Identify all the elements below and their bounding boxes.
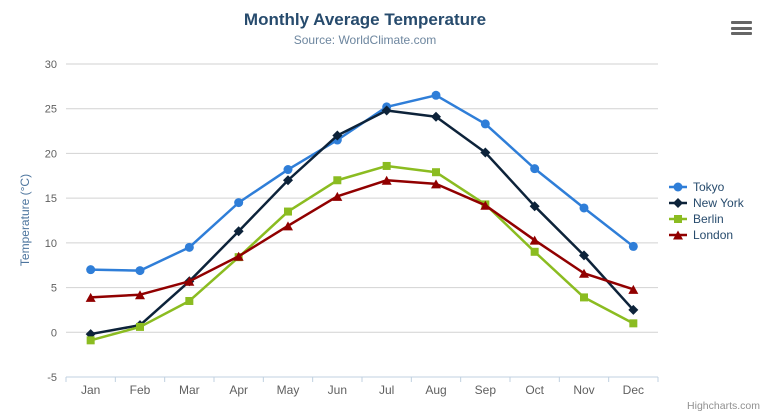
legend-triangle-icon (669, 230, 687, 240)
x-tick-label: May (277, 383, 300, 397)
legend-marker-new-york (673, 198, 683, 208)
legend-label: Berlin (693, 212, 724, 226)
marker-tokyo[interactable] (480, 119, 490, 129)
marker-tokyo[interactable] (86, 265, 96, 275)
marker-london[interactable] (579, 268, 589, 278)
x-tick-label: Sep (475, 383, 497, 397)
marker-london[interactable] (628, 284, 639, 294)
marker-london[interactable] (529, 235, 540, 245)
marker-tokyo[interactable] (135, 266, 145, 276)
marker-new-york[interactable] (480, 147, 491, 158)
marker-berlin[interactable] (86, 336, 95, 345)
hamburger-icon[interactable] (731, 21, 752, 35)
legend-marker-tokyo (673, 182, 683, 192)
x-tick-label: Feb (130, 383, 151, 397)
marker-tokyo[interactable] (234, 198, 244, 208)
y-tick-label: 0 (51, 327, 57, 339)
marker-berlin[interactable] (382, 161, 391, 170)
marker-tokyo[interactable] (431, 90, 441, 100)
marker-london[interactable] (135, 290, 145, 300)
y-tick-label: 30 (45, 59, 57, 71)
y-tick-label: -5 (47, 372, 57, 384)
marker-london[interactable] (480, 200, 491, 210)
hamburger-bar (731, 21, 752, 24)
marker-tokyo[interactable] (283, 165, 293, 175)
x-tick-label: Oct (525, 383, 544, 397)
marker-new-york[interactable] (283, 175, 293, 186)
x-tick-label: Jun (328, 383, 347, 397)
chart-subtitle: Source: WorldClimate.com (293, 33, 437, 47)
marker-new-york[interactable] (332, 130, 343, 141)
series-line-tokyo[interactable] (89, 94, 635, 272)
legend-item-berlin[interactable]: Berlin (668, 211, 744, 227)
x-tick-label: Mar (179, 383, 200, 397)
legend-circle-icon (669, 182, 687, 192)
series-line-berlin[interactable] (89, 164, 635, 342)
y-axis-title: Temperature (°C) (18, 173, 32, 267)
marker-london[interactable] (184, 276, 195, 286)
marker-london[interactable] (381, 175, 392, 185)
marker-tokyo[interactable] (579, 203, 589, 213)
legend-diamond-icon (669, 198, 687, 208)
marker-berlin[interactable] (580, 293, 588, 302)
series-line-new-york[interactable] (89, 109, 635, 336)
x-tick-label: Apr (229, 383, 248, 397)
legend-item-tokyo[interactable]: Tokyo (668, 179, 744, 195)
marker-new-york[interactable] (579, 250, 589, 261)
marker-berlin[interactable] (333, 176, 342, 185)
marker-berlin[interactable] (284, 207, 292, 216)
chart-title: Monthly Average Temperature (243, 10, 487, 29)
marker-london[interactable] (431, 179, 441, 189)
series-line-london[interactable] (89, 179, 635, 299)
marker-berlin[interactable] (629, 319, 638, 328)
x-tick-label: Aug (425, 383, 446, 397)
legend-square-icon (669, 215, 687, 223)
legend: Tokyo New York Berlin London (668, 179, 744, 243)
marker-new-york[interactable] (529, 201, 540, 212)
y-tick-label: 15 (45, 193, 57, 205)
hamburger-bar (731, 32, 752, 35)
marker-berlin[interactable] (136, 322, 144, 331)
y-tick-label: 20 (45, 148, 57, 160)
marker-tokyo[interactable] (184, 242, 194, 252)
x-tick-label: Nov (573, 383, 594, 397)
x-tick-label: Jan (81, 383, 100, 397)
legend-marker-berlin (674, 215, 682, 223)
legend-label: New York (693, 196, 744, 210)
marker-berlin[interactable] (185, 296, 194, 305)
x-tick-label: Jul (379, 383, 394, 397)
legend-label: London (693, 228, 734, 242)
marker-london[interactable] (85, 292, 96, 302)
y-tick-label: 25 (45, 104, 57, 116)
legend-item-new-york[interactable]: New York (668, 195, 744, 211)
legend-item-london[interactable]: London (668, 227, 744, 243)
highcharts-credit[interactable]: Highcharts.com (687, 400, 760, 412)
marker-new-york[interactable] (628, 304, 639, 315)
legend-label: Tokyo (693, 180, 725, 194)
marker-london[interactable] (332, 191, 343, 201)
y-tick-label: 10 (45, 238, 57, 250)
legend-marker-london (673, 230, 683, 240)
hamburger-bar (731, 26, 752, 30)
marker-berlin[interactable] (530, 247, 539, 256)
marker-london[interactable] (283, 221, 293, 231)
marker-berlin[interactable] (432, 168, 440, 177)
marker-tokyo[interactable] (530, 164, 540, 174)
marker-new-york[interactable] (431, 111, 441, 122)
marker-new-york[interactable] (381, 105, 392, 116)
x-tick-label: Dec (623, 383, 644, 397)
marker-london[interactable] (233, 251, 244, 261)
marker-tokyo[interactable] (628, 241, 638, 251)
marker-new-york[interactable] (233, 226, 244, 237)
y-tick-label: 5 (51, 283, 57, 295)
